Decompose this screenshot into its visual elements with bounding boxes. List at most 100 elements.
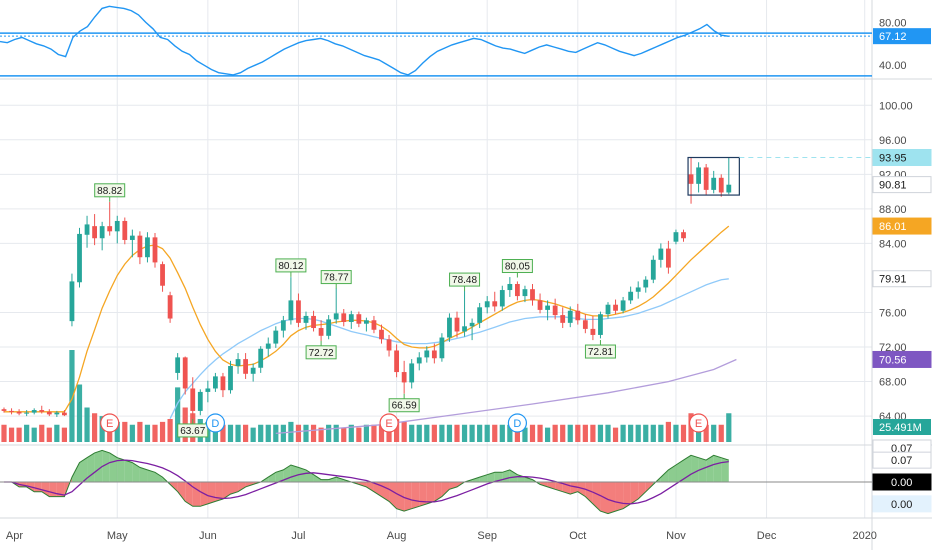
candle[interactable]: [311, 310, 316, 332]
candle[interactable]: [620, 296, 626, 314]
candle[interactable]: [258, 346, 264, 373]
candle[interactable]: [567, 306, 573, 328]
candle[interactable]: [77, 227, 82, 288]
candle[interactable]: [447, 313, 452, 342]
candle[interactable]: [598, 311, 603, 339]
candle[interactable]: [152, 233, 158, 268]
candle[interactable]: [280, 315, 286, 338]
candle[interactable]: [9, 408, 14, 415]
candle[interactable]: [666, 240, 671, 274]
candle[interactable]: [582, 314, 588, 334]
candle[interactable]: [296, 293, 301, 328]
candle[interactable]: [213, 372, 218, 392]
candle[interactable]: [545, 300, 550, 321]
candle[interactable]: [560, 307, 566, 329]
candle[interactable]: [228, 360, 233, 394]
candle[interactable]: [220, 372, 226, 398]
candle[interactable]: [160, 261, 165, 292]
candle[interactable]: [114, 215, 120, 244]
candle[interactable]: [394, 344, 399, 378]
candlesticks[interactable]: [1, 157, 732, 419]
candle[interactable]: [590, 315, 596, 341]
candle[interactable]: [492, 291, 498, 312]
candle[interactable]: [333, 288, 339, 324]
candle[interactable]: [54, 410, 60, 417]
candle[interactable]: [303, 311, 309, 330]
macd-panel[interactable]: [0, 449, 872, 515]
candle[interactable]: [522, 285, 528, 303]
candle[interactable]: [439, 333, 445, 362]
candle[interactable]: [726, 157, 732, 195]
candle[interactable]: [129, 229, 135, 258]
price-axis[interactable]: 80.0040.0067.12100.0096.0092.0088.0084.0…: [872, 17, 932, 513]
candle[interactable]: [175, 353, 181, 380]
candle[interactable]: [454, 311, 460, 338]
candle[interactable]: [99, 221, 105, 251]
earnings-marker-4[interactable]: E: [688, 413, 709, 433]
candle[interactable]: [537, 293, 543, 314]
candle[interactable]: [92, 214, 97, 246]
candle[interactable]: [288, 277, 294, 325]
candle[interactable]: [122, 217, 128, 245]
candle[interactable]: [31, 408, 37, 415]
candle[interactable]: [613, 299, 618, 315]
dividend-marker-3[interactable]: D: [507, 413, 528, 433]
candle[interactable]: [145, 232, 150, 263]
candle[interactable]: [499, 285, 505, 311]
candle[interactable]: [341, 309, 347, 327]
candle[interactable]: [190, 377, 196, 419]
candle[interactable]: [628, 286, 634, 304]
candle[interactable]: [167, 291, 173, 323]
candle[interactable]: [205, 380, 211, 403]
candle[interactable]: [431, 343, 437, 364]
candle[interactable]: [16, 409, 22, 416]
candle[interactable]: [39, 405, 45, 414]
dividend-marker-1[interactable]: D: [205, 413, 225, 433]
candle[interactable]: [484, 296, 490, 314]
candle[interactable]: [235, 353, 241, 374]
candle[interactable]: [635, 281, 641, 299]
candle[interactable]: [681, 229, 686, 242]
candle[interactable]: [643, 276, 649, 293]
candle[interactable]: [326, 315, 332, 340]
candle[interactable]: [182, 356, 188, 395]
candle[interactable]: [348, 310, 354, 329]
candle[interactable]: [696, 162, 701, 193]
candle[interactable]: [401, 360, 407, 394]
candle[interactable]: [137, 231, 143, 265]
candle[interactable]: [575, 303, 581, 325]
candle[interactable]: [379, 324, 384, 344]
candle[interactable]: [507, 277, 513, 297]
candle[interactable]: [515, 281, 520, 301]
candle[interactable]: [364, 317, 369, 332]
candle[interactable]: [409, 359, 415, 389]
candle[interactable]: [462, 290, 467, 337]
candle[interactable]: [703, 163, 709, 196]
candle[interactable]: [197, 389, 203, 416]
candle[interactable]: [688, 157, 694, 204]
candle[interactable]: [605, 302, 611, 319]
rsi-panel[interactable]: [0, 5, 872, 77]
candle[interactable]: [718, 174, 724, 197]
candle[interactable]: [62, 410, 67, 417]
candle[interactable]: [273, 326, 279, 348]
candle[interactable]: [84, 215, 90, 248]
candle[interactable]: [469, 318, 475, 341]
candle[interactable]: [69, 273, 75, 327]
candle[interactable]: [46, 409, 52, 417]
candle[interactable]: [356, 311, 362, 328]
candle[interactable]: [371, 315, 377, 334]
candle[interactable]: [650, 255, 656, 284]
earnings-marker-0[interactable]: E: [100, 413, 120, 433]
candle[interactable]: [265, 337, 271, 357]
candle[interactable]: [552, 298, 558, 320]
candle[interactable]: [386, 334, 392, 357]
candle[interactable]: [477, 302, 483, 329]
candle[interactable]: [24, 410, 30, 417]
candle[interactable]: [673, 229, 679, 245]
candle[interactable]: [658, 243, 664, 268]
candle[interactable]: [1, 407, 7, 413]
time-axis[interactable]: Apr May Jun Jul Aug Sep Oct Nov Dec 2020: [6, 530, 877, 542]
